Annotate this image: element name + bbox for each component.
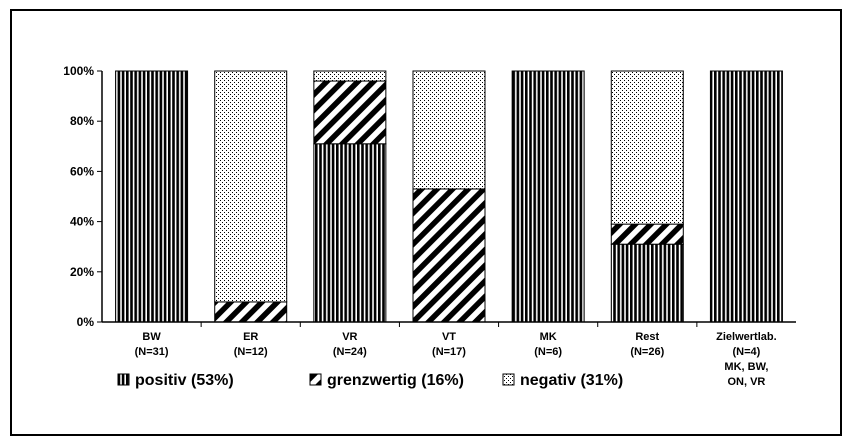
bar-segment-vt-1 bbox=[412, 188, 486, 323]
bar-segment-er-2 bbox=[214, 70, 288, 303]
bar-segment-rest-2 bbox=[610, 70, 684, 225]
ticks-layer: 0% 20% 40% 60% 80% 100% bbox=[63, 64, 698, 329]
bar-segment-vr-0 bbox=[313, 143, 387, 323]
y-tick-label: 60% bbox=[70, 164, 94, 178]
x-tick-label: MK bbox=[540, 331, 557, 343]
y-tick-label: 0% bbox=[77, 315, 95, 329]
x-tick-sublabel: (N=6) bbox=[534, 346, 562, 358]
bar-segment-er-1 bbox=[214, 301, 288, 323]
x-tick-sublabel: MK, BW, bbox=[724, 361, 768, 373]
legend-swatch bbox=[502, 373, 515, 386]
x-tick-label: Rest bbox=[635, 331, 659, 343]
axes-layer bbox=[101, 71, 796, 323]
y-tick-label: 80% bbox=[70, 114, 94, 128]
bar-segment-zielwertlab-0 bbox=[709, 70, 783, 323]
x-tick-sublabel: (N=24) bbox=[333, 346, 367, 358]
x-tick-sublabel: (N=26) bbox=[630, 346, 664, 358]
legend: positiv (53%) grenzwertig (16%) negativ (3… bbox=[117, 372, 623, 389]
legend-label: positiv (53%) bbox=[135, 372, 234, 389]
category-labels-layer: BW (N=31) ER (N=12) VR (N=24) VT (N=17) MK (N=6) R… bbox=[135, 331, 777, 388]
y-tick-label: 100% bbox=[63, 64, 94, 78]
y-tick-label: 20% bbox=[70, 265, 94, 279]
legend-label: negativ (31%) bbox=[520, 372, 623, 389]
x-tick-sublabel: (N=4) bbox=[733, 346, 761, 358]
x-tick-sublabel: (N=17) bbox=[432, 346, 466, 358]
bars-layer bbox=[115, 70, 783, 323]
legend-label: grenzwertig (16%) bbox=[327, 372, 464, 389]
x-tick-sublabel: (N=12) bbox=[234, 346, 268, 358]
legend-swatch bbox=[117, 373, 130, 386]
bar-segment-vr-1 bbox=[313, 80, 387, 145]
bar-segment-mk-0 bbox=[511, 70, 585, 323]
x-tick-label: BW bbox=[142, 331, 161, 343]
bar-segment-vt-2 bbox=[412, 70, 486, 190]
bar-segment-vr-2 bbox=[313, 70, 387, 82]
x-tick-sublabel: ON, VR bbox=[727, 376, 765, 388]
bar-segment-rest-0 bbox=[610, 243, 684, 323]
x-tick-label: VR bbox=[342, 331, 357, 343]
x-tick-sublabel: (N=31) bbox=[135, 346, 169, 358]
bar-segment-bw-0 bbox=[115, 70, 189, 323]
x-tick-label: Zielwertlab. bbox=[716, 331, 777, 343]
x-tick-label: ER bbox=[243, 331, 258, 343]
bar-segment-rest-1 bbox=[610, 223, 684, 245]
x-tick-label: VT bbox=[442, 331, 456, 343]
y-tick-label: 40% bbox=[70, 215, 94, 229]
legend-swatch bbox=[309, 373, 322, 386]
